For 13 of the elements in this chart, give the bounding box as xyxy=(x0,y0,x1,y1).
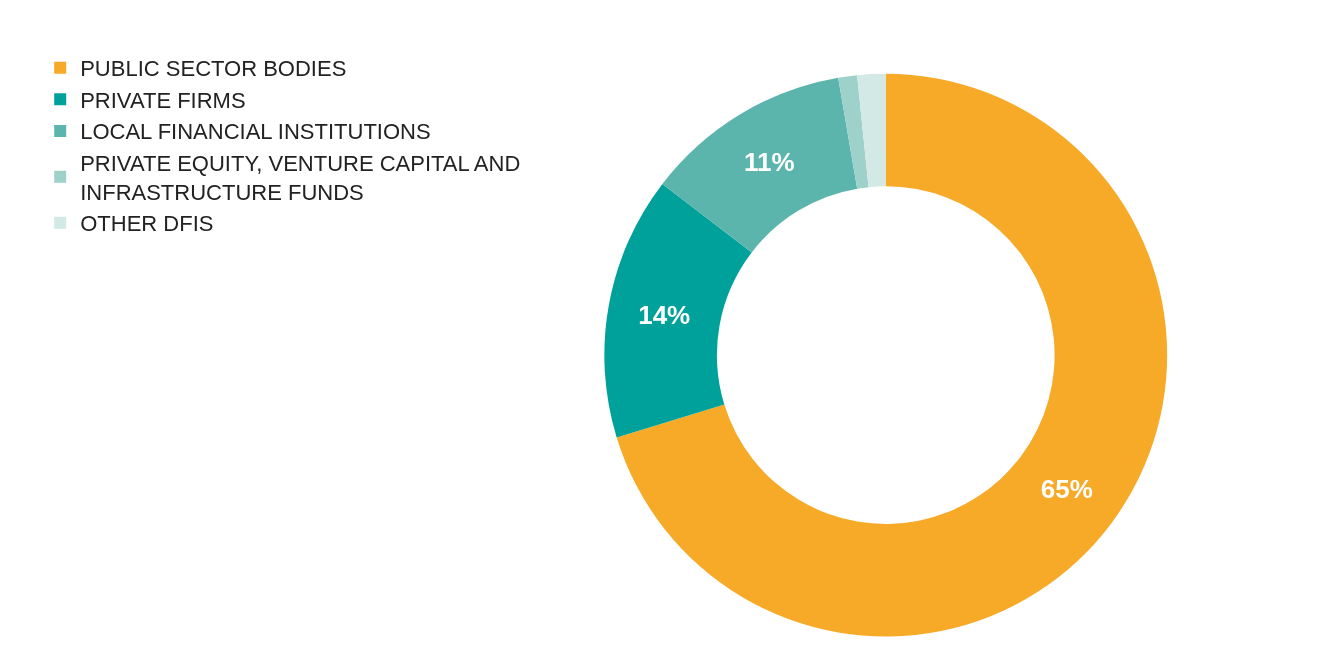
donut-slice xyxy=(604,183,752,438)
data-label: 65% xyxy=(1040,473,1093,504)
legend-label: PRIVATE FIRMS xyxy=(80,87,246,113)
data-label: 14% xyxy=(638,300,691,331)
donut-slice xyxy=(662,77,858,253)
legend-label: LOCAL FINANCIAL INSTITUTIONS xyxy=(80,119,431,145)
donut-slice xyxy=(838,75,869,189)
donut-slice xyxy=(616,73,1168,637)
data-label: 11% xyxy=(744,147,795,178)
legend-label: PRIVATE EQUITY, VENTURE CAPITAL AND INFRASTRUCTURE FUNDS xyxy=(80,151,521,205)
donut-slice xyxy=(857,73,886,188)
legend-label: PUBLIC SECTOR BODIES xyxy=(80,56,347,82)
legend-label: OTHER DFIS xyxy=(80,211,214,237)
